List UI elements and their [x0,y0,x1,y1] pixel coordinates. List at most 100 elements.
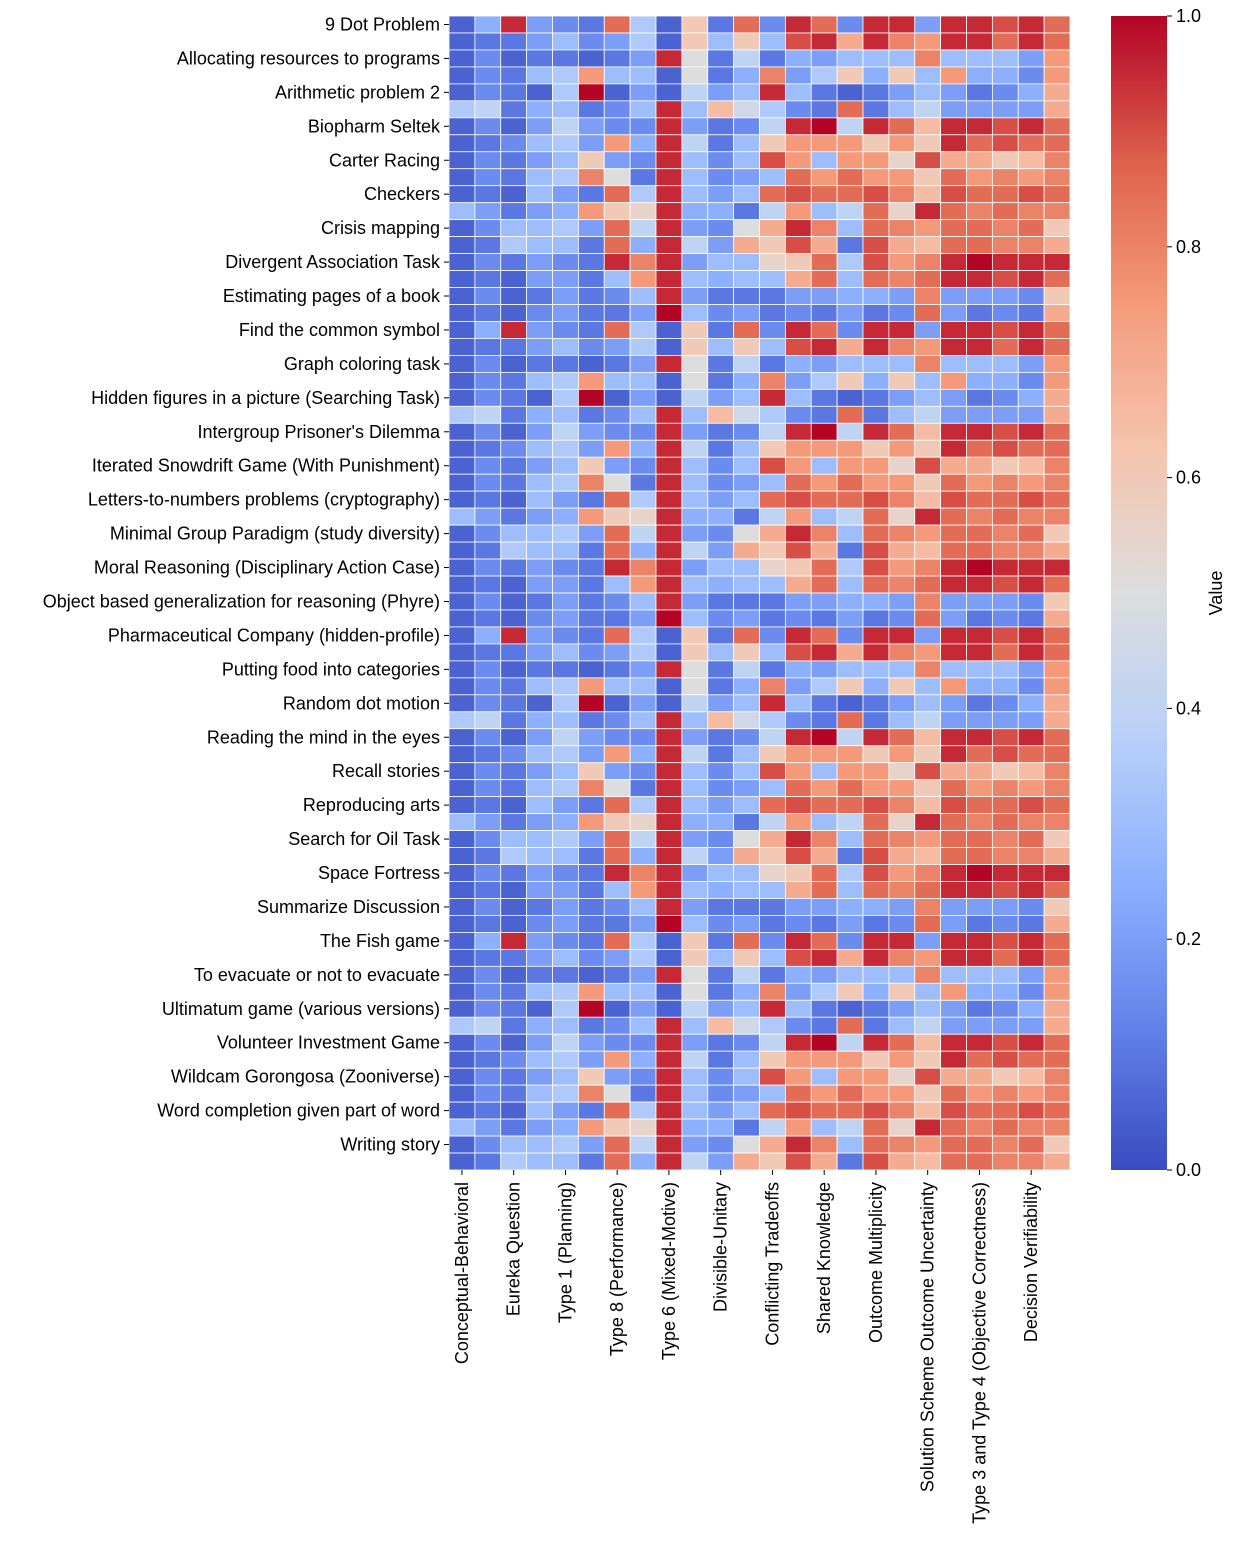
heatmap-cell [914,473,942,492]
heatmap-cell [707,1033,735,1052]
heatmap-cell [759,626,786,645]
heatmap-cell [681,100,709,119]
heatmap-cell [655,524,683,543]
heatmap-cell [577,473,605,492]
heatmap-cell [784,898,812,916]
heatmap-cell [836,253,864,271]
heatmap-cell [759,100,786,119]
heatmap-cell [940,151,967,170]
heatmap-cell [707,439,735,458]
heatmap-cell [914,405,942,424]
heatmap-cell [733,711,760,730]
heatmap-cell [526,236,553,254]
heatmap-cell [914,864,942,882]
heatmap-cell [862,626,890,645]
heatmap-cell [526,1101,553,1120]
heatmap-cell [526,813,553,831]
heatmap-cell [966,524,993,543]
heatmap-cell [759,948,786,967]
heatmap-cell [862,371,890,390]
heatmap-cell [888,321,916,339]
heatmap-cell [500,762,528,781]
heatmap-cell [991,694,1019,713]
heatmap-cell [577,745,605,764]
heatmap-cell [862,236,890,254]
heatmap-cell [991,592,1019,611]
heatmap-cell [1017,338,1045,356]
heatmap-cell [810,439,838,458]
heatmap-cell [940,965,967,984]
heatmap-cell [681,965,709,984]
heatmap-cell [526,270,553,288]
heatmap-cell [603,490,631,509]
heatmap-cell [914,117,942,136]
heatmap-cell [500,575,528,594]
heatmap-cell [733,762,760,781]
heatmap-cell [577,490,605,509]
heatmap-cell [991,1084,1019,1103]
colorbar-tick-label: 0.6 [1176,468,1201,488]
heatmap-cell [526,83,553,102]
heatmap-cell [862,1033,890,1052]
heatmap-cell [655,49,683,68]
heatmap-cell [500,83,528,102]
x-tick-label: Conceptual-Behavioral [452,1182,472,1364]
heatmap-cell [940,609,967,628]
heatmap-cell [1017,388,1045,407]
heatmap-cell [655,1152,683,1171]
heatmap-cell [500,932,528,950]
y-tick-label: Hidden figures in a picture (Searching T… [91,388,440,408]
heatmap-cell [629,864,657,882]
heatmap-cell [966,32,993,51]
heatmap-cell [655,745,683,764]
heatmap-cell [810,813,838,831]
heatmap-cell [940,1050,967,1069]
heatmap-cell [474,762,502,781]
heatmap-cell [940,371,967,390]
heatmap-cell [500,202,528,221]
heatmap-cell [629,304,657,322]
heatmap-cell [733,830,760,848]
heatmap-cell [862,439,890,458]
heatmap-cell [966,915,993,933]
heatmap-cell [1043,660,1071,679]
heatmap-cell [836,117,864,136]
heatmap-cell [448,932,476,950]
heatmap-cell [733,779,760,798]
heatmap-cell [603,134,631,153]
heatmap-cell [707,355,735,373]
heatmap-cell [655,1067,683,1086]
heatmap-cell [991,660,1019,679]
heatmap-cell [888,813,916,831]
heatmap-cell [681,898,709,916]
heatmap-cell [966,796,993,815]
heatmap-cell [1017,151,1045,170]
heatmap-cell [1043,219,1071,238]
heatmap-cell [681,66,709,85]
heatmap-cell [526,1050,553,1069]
heatmap-cell [733,270,760,288]
heatmap-cell [526,541,553,560]
heatmap-cell [707,185,735,204]
heatmap-cell [888,439,916,458]
heatmap-cell [577,711,605,730]
heatmap-cell [991,745,1019,764]
heatmap-cell [733,49,760,68]
heatmap-cell [991,1135,1019,1154]
heatmap-cell [681,117,709,136]
heatmap-cell [681,236,709,254]
heatmap-cell [836,371,864,390]
heatmap-cell [991,728,1019,747]
heatmap-cell [552,507,579,526]
heatmap-cell [474,1067,502,1086]
heatmap-cell [733,660,760,679]
heatmap-cell [1017,1118,1045,1137]
heatmap-cell [448,982,476,1001]
heatmap-cell [707,915,735,933]
heatmap-cell [966,439,993,458]
heatmap-cell [603,643,631,662]
heatmap-cell [474,830,502,848]
heatmap-cell [888,15,916,34]
heatmap-cell [862,694,890,713]
heatmap-cell [810,473,838,492]
